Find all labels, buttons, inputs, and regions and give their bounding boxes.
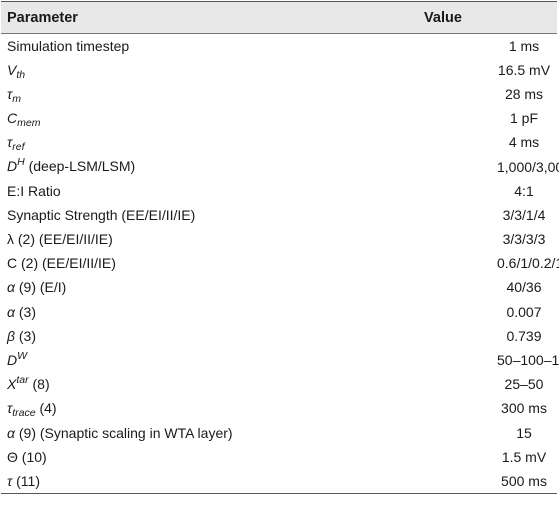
parameter-text: λ (2) (EE/EI/II/IE) [7,231,113,248]
parameter-text: (deep-LSM/LSM) [24,158,136,175]
value-cell: 40/36 [506,279,542,296]
parameter-cell: τtrace (4) [1,396,331,420]
value-cell: 300 ms [501,400,547,417]
table-row: Simulation timestep 1 ms [1,34,557,58]
value-cell: 16.5 mV [497,61,551,78]
parameter-text: E:I Ratio [7,182,61,199]
parameter-cell: E:I Ratio [1,179,331,203]
parameter-cell: α (3) [1,300,331,324]
parameter-text: Θ (10) [7,448,47,465]
parameter-symbol: β [7,327,15,344]
parameter-symbol: τ [7,472,13,489]
parameter-subscript: trace [12,407,36,420]
value-cell: 0.007 [506,303,542,320]
parameter-text: Simulation timestep [7,37,130,54]
parameter-symbol: α [7,303,15,320]
parameter-superscript: tar [16,373,29,386]
parameter-cell: β (3) [1,324,331,348]
value-column-header: Value [424,9,462,26]
parameter-text: (9) (E/I) [14,279,67,296]
parameter-text: (4) [35,400,57,417]
table-body: Simulation timestep 1 ms Vth 16.5 mV τm 28 ms… [1,34,559,494]
value-cell: 1,000/3,000 [497,158,559,175]
value-cell: 500 ms [501,472,547,489]
table-row: Cmem 1 pF [1,106,557,130]
parameter-superscript: H [17,156,25,169]
value-cell: 3/3/3/3 [502,231,546,248]
table-row: β (3) 0.739 [1,324,557,348]
parameter-text: Synaptic Strength (EE/EI/II/IE) [7,206,196,223]
parameter-symbol: X [7,375,17,392]
parameter-cell: DW [1,348,331,372]
parameter-cell: Cmem [1,106,331,130]
parameter-cell: Xtar (8) [1,372,331,396]
parameter-table: Parameter Value Simulation timestep 1 ms V… [1,1,559,494]
table-row: α (9) (E/I) 40/36 [1,275,557,299]
parameter-cell: Θ (10) [1,445,331,469]
parameter-cell: λ (2) (EE/EI/II/IE) [1,227,331,251]
table-row: C (2) (EE/EI/II/IE) 0.6/1/0.2/1 [1,251,559,275]
parameter-symbol: τ [7,400,13,417]
parameter-subscript: ref [12,141,25,154]
parameter-cell: C (2) (EE/EI/II/IE) [1,251,331,275]
table-row: τtrace (4) 300 ms [1,396,557,420]
value-cell: 0.739 [506,327,542,344]
value-cell: 1.5 mV [501,448,547,465]
value-cell: 3/3/1/4 [502,206,546,223]
table-row: Θ (10) 1.5 mV [1,445,557,469]
parameter-symbol: D [7,158,18,175]
table-row: Xtar (8) 25–50 [1,372,557,396]
table-row: τ (11) 500 ms [1,469,557,494]
parameter-cell: τ (11) [1,469,331,493]
parameter-text: (3) [14,303,36,320]
parameter-subscript: m [12,92,21,105]
parameter-text: C (2) (EE/EI/II/IE) [7,255,116,272]
parameter-cell: τm [1,82,331,106]
parameter-column-header: Parameter [7,9,78,26]
parameter-cell: Synaptic Strength (EE/EI/II/IE) [1,203,331,227]
table-row: Vth 16.5 mV [1,58,557,82]
table-header: Parameter Value [1,1,557,34]
value-cell: 50–100–150 [497,352,559,369]
header-row: Parameter Value [1,1,557,34]
parameter-cell: α (9) (E/I) [1,275,331,299]
value-cell: 4:1 [514,182,534,199]
value-cell: 4 ms [508,134,540,151]
parameter-symbol: τ [7,134,13,151]
table-row: Synaptic Strength (EE/EI/II/IE) 3/3/1/4 [1,203,557,227]
parameter-subscript: mem [17,116,41,129]
parameter-text: (9) (Synaptic scaling in WTA layer) [14,424,233,441]
parameter-text: (11) [12,472,40,489]
parameter-cell: Vth [1,58,331,82]
parameter-symbol: V [7,61,17,78]
parameter-symbol: α [7,424,15,441]
value-cell: 1 ms [508,37,540,54]
value-cell: 15 [516,424,532,441]
table-row: λ (2) (EE/EI/II/IE) 3/3/3/3 [1,227,557,251]
table-row: DH (deep-LSM/LSM) 1,000/3,000 [1,154,559,178]
parameter-symbol: D [7,351,18,368]
table-row: τm 28 ms [1,82,557,106]
table-row: α (9) (Synaptic scaling in WTA layer) 15 [1,421,557,445]
parameter-cell: Simulation timestep [1,34,331,58]
value-cell: 25–50 [504,376,544,393]
parameter-symbol: τ [7,85,13,102]
parameter-symbol: α [7,279,15,296]
value-cell: 28 ms [504,85,544,102]
parameter-text: (3) [15,327,36,344]
table-row: τref 4 ms [1,130,557,154]
parameter-symbol: C [7,109,18,126]
parameter-cell: α (9) (Synaptic scaling in WTA layer) [1,421,331,445]
parameter-text: (8) [28,375,50,392]
table-row: E:I Ratio 4:1 [1,179,557,203]
parameter-cell: DH (deep-LSM/LSM) [1,154,331,178]
table-row: DW 50–100–150 [1,348,559,372]
parameter-cell: τref [1,130,331,154]
parameter-superscript: W [17,349,28,362]
parameter-subscript: th [16,68,26,81]
value-cell: 1 pF [509,110,538,127]
value-cell: 0.6/1/0.2/1 [497,255,559,272]
table-row: α (3) 0.007 [1,300,557,324]
